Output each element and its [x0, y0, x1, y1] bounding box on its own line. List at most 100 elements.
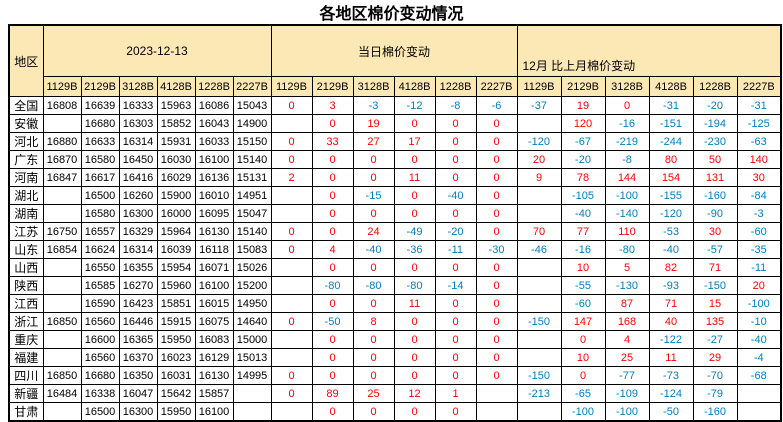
table-row: 陕西 16585 16270 15960 16100 15200 -80 -80 -80 -14 0… — [8, 276, 782, 295]
daily-change-cell: 0 — [475, 330, 518, 349]
daily-change-cell — [270, 294, 313, 313]
price-cell — [42, 276, 82, 295]
price-cell: 16617 — [80, 168, 120, 187]
monthly-change-cell: -77 — [604, 366, 650, 385]
monthly-change-cell: -122 — [648, 330, 694, 349]
daily-change-cell: -14 — [434, 276, 477, 295]
price-cell: 16010 — [194, 186, 234, 205]
daily-change-cell: 0 — [475, 132, 518, 151]
price-cell: 16270 — [118, 276, 158, 295]
grade-column-header: 1129B — [42, 76, 82, 97]
monthly-change-cell: 30 — [736, 168, 782, 187]
price-cell: 16560 — [80, 312, 120, 331]
monthly-change-cell: -50 — [648, 402, 694, 422]
monthly-change-cell: -16 — [560, 240, 606, 259]
monthly-change-cell: -10 — [736, 312, 782, 331]
grade-column-header: 4128B — [156, 76, 196, 97]
price-cell: 15950 — [156, 402, 196, 422]
daily-change-cell: 0 — [475, 276, 518, 295]
monthly-change-cell: -37 — [516, 96, 562, 115]
daily-change-cell: 27 — [352, 132, 395, 151]
table-row: 山东 16854 16624 16314 16039 16118 15083 0 4 -40 -36… — [8, 240, 782, 259]
daily-change-cell: 0 — [393, 186, 436, 205]
price-cell — [42, 330, 82, 349]
region-column-header: 地区 — [8, 24, 44, 97]
daily-change-cell: 0 — [393, 114, 436, 133]
price-cell: 16808 — [42, 96, 82, 115]
daily-change-cell: 0 — [475, 168, 518, 187]
monthly-change-cell — [516, 294, 562, 313]
monthly-change-cell: 135 — [692, 312, 738, 331]
table-row: 江苏 16750 16557 16329 15964 16130 15140 0 0 24 -49-… — [8, 222, 782, 241]
daily-change-cell: 0 — [352, 204, 395, 223]
daily-change-cell: 0 — [434, 330, 477, 349]
table-row: 四川 16850 16680 16350 16031 16130 14995 0 0 0 0 0 0 -1… — [8, 366, 782, 385]
monthly-change-cell — [516, 114, 562, 133]
price-cell: 16500 — [80, 186, 120, 205]
daily-change-cell: 0 — [311, 348, 354, 367]
daily-change-cell: 0 — [434, 204, 477, 223]
daily-change-cell: 0 — [475, 204, 518, 223]
monthly-change-cell: -31 — [736, 96, 782, 115]
table-row: 重庆 16600 16365 15950 16083 15000 0 0 0 0 0 0 4 -122 -2… — [8, 330, 782, 349]
price-cell: 16854 — [42, 240, 82, 259]
monthly-change-cell — [736, 402, 782, 422]
group-header-monthly-change: 12月 比上月棉价变动 — [516, 24, 782, 77]
price-cell: 15931 — [156, 132, 196, 151]
daily-change-cell: 0 — [311, 258, 354, 277]
daily-change-cell — [270, 276, 313, 295]
grade-column-header: 1228B — [434, 76, 477, 97]
daily-change-cell: -30 — [475, 240, 518, 259]
price-cell: 16870 — [42, 150, 82, 169]
daily-change-cell — [270, 114, 313, 133]
daily-change-cell: -49 — [393, 222, 436, 241]
price-cell: 16329 — [118, 222, 158, 241]
monthly-change-cell: -100 — [604, 402, 650, 422]
price-cell — [42, 402, 82, 422]
group-header-date: 2023-12-13 — [42, 24, 272, 77]
table-row: 新疆 16484 16338 16047 15642 15857 0 89 25 12 1 -213-… — [8, 384, 782, 403]
price-cell: 16580 — [80, 150, 120, 169]
price-cell: 14995 — [232, 366, 272, 385]
price-cell: 16100 — [194, 402, 234, 422]
daily-change-cell: 0 — [434, 366, 477, 385]
grade-column-header: 3128B — [352, 76, 395, 97]
price-cell: 15964 — [156, 222, 196, 241]
monthly-change-cell: 20 — [516, 150, 562, 169]
daily-change-cell: 0 — [270, 240, 313, 259]
daily-change-cell: 0 — [311, 186, 354, 205]
daily-change-cell — [475, 384, 518, 403]
monthly-change-cell: -219 — [604, 132, 650, 151]
daily-change-cell: 11 — [393, 168, 436, 187]
monthly-change-cell: 0 — [604, 96, 650, 115]
monthly-change-cell: 147 — [560, 312, 606, 331]
monthly-change-cell: 20 — [736, 276, 782, 295]
monthly-change-cell: -60 — [736, 222, 782, 241]
monthly-change-cell: 71 — [692, 258, 738, 277]
daily-change-cell: -36 — [393, 240, 436, 259]
monthly-change-cell — [516, 276, 562, 295]
region-label: 福建 — [8, 348, 44, 367]
daily-change-cell — [270, 330, 313, 349]
price-cell: 16423 — [118, 294, 158, 313]
daily-change-cell: 0 — [311, 168, 354, 187]
price-cell: 16136 — [194, 168, 234, 187]
daily-change-cell: 24 — [352, 222, 395, 241]
price-cell: 16680 — [80, 366, 120, 385]
price-cell: 16083 — [194, 330, 234, 349]
daily-change-cell: 0 — [434, 168, 477, 187]
price-cell: 15915 — [156, 312, 196, 331]
daily-change-cell — [270, 402, 313, 422]
monthly-change-cell: -20 — [560, 150, 606, 169]
price-cell: 16000 — [156, 204, 196, 223]
price-cell — [42, 114, 82, 133]
daily-change-cell: 2 — [270, 168, 313, 187]
monthly-change-cell: 9 — [516, 168, 562, 187]
daily-change-cell: 0 — [393, 348, 436, 367]
daily-change-cell: 0 — [352, 330, 395, 349]
monthly-change-cell: -150 — [516, 312, 562, 331]
monthly-change-cell: -63 — [736, 132, 782, 151]
daily-change-cell: -50 — [311, 312, 354, 331]
monthly-change-cell — [516, 258, 562, 277]
daily-change-cell: 0 — [434, 402, 477, 422]
